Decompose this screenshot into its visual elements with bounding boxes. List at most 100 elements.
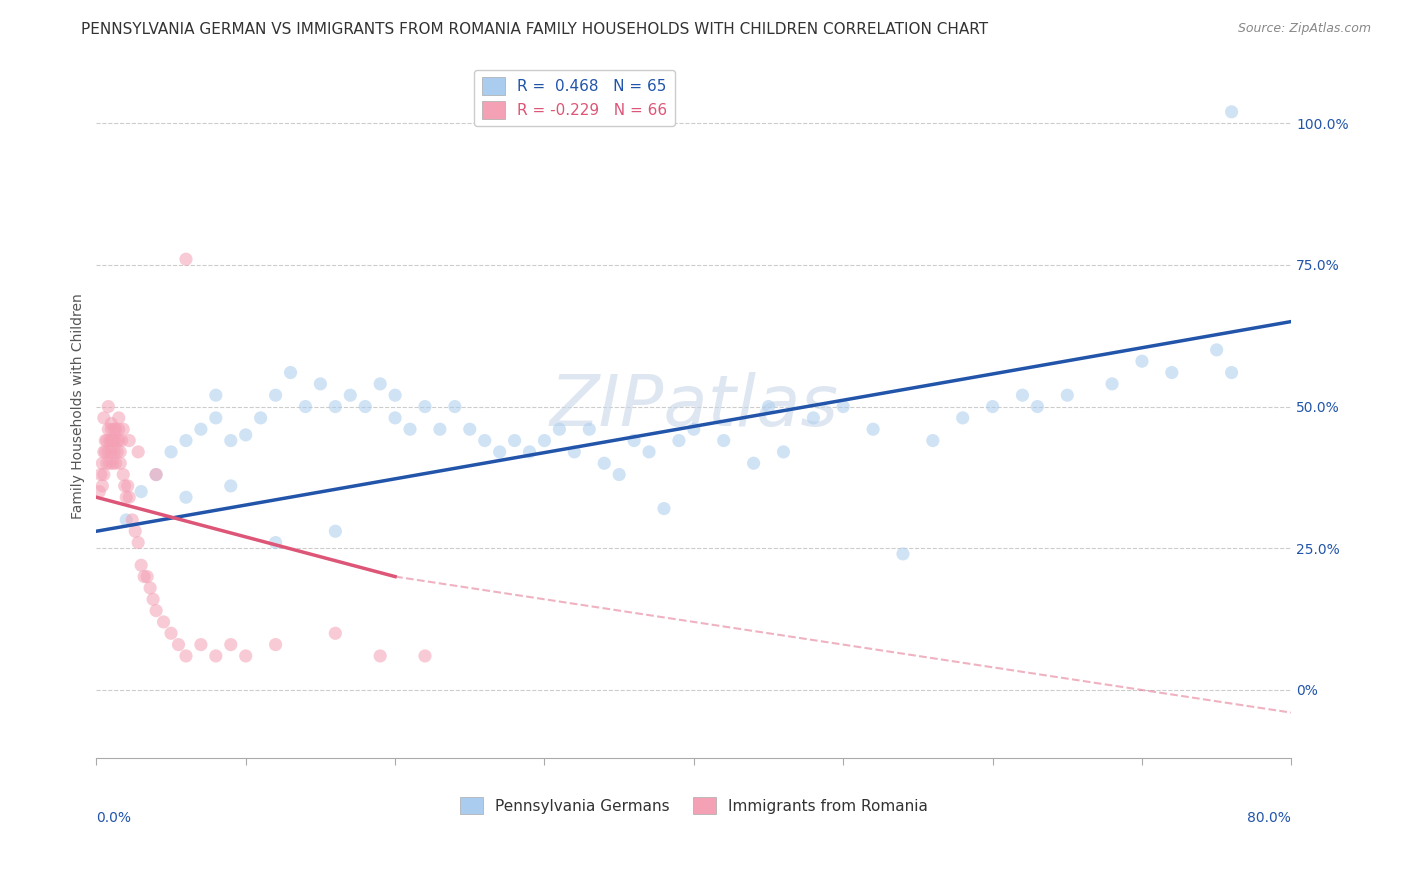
- Y-axis label: Family Households with Children: Family Households with Children: [72, 293, 86, 519]
- Point: [114, 479, 136, 493]
- Point: [174, 252, 197, 267]
- Point: [107, 434, 129, 448]
- Point: [384, 410, 406, 425]
- Point: [115, 513, 138, 527]
- Point: [325, 400, 347, 414]
- Point: [97, 422, 120, 436]
- Point: [533, 434, 555, 448]
- Point: [174, 648, 197, 663]
- Point: [107, 410, 129, 425]
- Text: 80.0%: 80.0%: [1247, 811, 1291, 825]
- Point: [503, 434, 526, 448]
- Point: [104, 456, 127, 470]
- Point: [104, 422, 127, 436]
- Point: [952, 410, 974, 425]
- Point: [96, 456, 118, 470]
- Point: [129, 484, 152, 499]
- Point: [862, 422, 884, 436]
- Point: [444, 400, 467, 414]
- Point: [134, 569, 156, 583]
- Point: [682, 422, 704, 436]
- Point: [89, 484, 111, 499]
- Point: [93, 445, 115, 459]
- Point: [136, 569, 159, 583]
- Text: PENNSYLVANIA GERMAN VS IMMIGRANTS FROM ROMANIA FAMILY HOUSEHOLDS WITH CHILDREN C: PENNSYLVANIA GERMAN VS IMMIGRANTS FROM R…: [80, 22, 988, 37]
- Point: [90, 467, 112, 482]
- Point: [145, 467, 167, 482]
- Point: [1101, 376, 1123, 391]
- Point: [152, 615, 174, 629]
- Point: [160, 626, 183, 640]
- Point: [264, 535, 287, 549]
- Point: [1220, 104, 1243, 119]
- Point: [93, 410, 115, 425]
- Point: [309, 376, 332, 391]
- Point: [399, 422, 422, 436]
- Point: [607, 467, 630, 482]
- Point: [548, 422, 571, 436]
- Text: ZIPatlas: ZIPatlas: [550, 372, 838, 441]
- Point: [488, 445, 510, 459]
- Point: [110, 445, 132, 459]
- Point: [713, 434, 735, 448]
- Point: [127, 535, 149, 549]
- Point: [103, 434, 125, 448]
- Point: [1026, 400, 1049, 414]
- Point: [112, 467, 135, 482]
- Point: [190, 422, 212, 436]
- Point: [593, 456, 616, 470]
- Point: [368, 648, 391, 663]
- Point: [101, 434, 124, 448]
- Point: [413, 648, 436, 663]
- Point: [325, 524, 347, 539]
- Point: [519, 445, 541, 459]
- Point: [101, 456, 124, 470]
- Point: [129, 558, 152, 573]
- Point: [174, 490, 197, 504]
- Point: [98, 456, 121, 470]
- Point: [832, 400, 855, 414]
- Point: [429, 422, 451, 436]
- Point: [91, 479, 114, 493]
- Point: [94, 445, 117, 459]
- Point: [413, 400, 436, 414]
- Point: [668, 434, 690, 448]
- Point: [124, 524, 146, 539]
- Point: [94, 434, 117, 448]
- Point: [105, 445, 128, 459]
- Point: [1130, 354, 1153, 368]
- Point: [103, 422, 125, 436]
- Point: [205, 648, 228, 663]
- Point: [205, 410, 228, 425]
- Point: [145, 467, 167, 482]
- Text: 0.0%: 0.0%: [97, 811, 131, 825]
- Point: [112, 422, 135, 436]
- Point: [190, 638, 212, 652]
- Legend: Pennsylvania Germans, Immigrants from Romania: Pennsylvania Germans, Immigrants from Ro…: [454, 790, 934, 821]
- Point: [118, 490, 141, 504]
- Point: [145, 604, 167, 618]
- Point: [458, 422, 481, 436]
- Point: [758, 400, 780, 414]
- Point: [97, 400, 120, 414]
- Point: [264, 638, 287, 652]
- Point: [118, 434, 141, 448]
- Point: [578, 422, 600, 436]
- Point: [772, 445, 794, 459]
- Point: [354, 400, 377, 414]
- Point: [474, 434, 496, 448]
- Point: [97, 445, 120, 459]
- Point: [1011, 388, 1033, 402]
- Point: [1205, 343, 1227, 357]
- Point: [117, 479, 139, 493]
- Point: [1160, 366, 1182, 380]
- Point: [1220, 366, 1243, 380]
- Point: [562, 445, 585, 459]
- Point: [219, 434, 242, 448]
- Point: [98, 434, 121, 448]
- Point: [325, 626, 347, 640]
- Point: [294, 400, 316, 414]
- Point: [93, 467, 115, 482]
- Point: [1056, 388, 1078, 402]
- Point: [100, 422, 122, 436]
